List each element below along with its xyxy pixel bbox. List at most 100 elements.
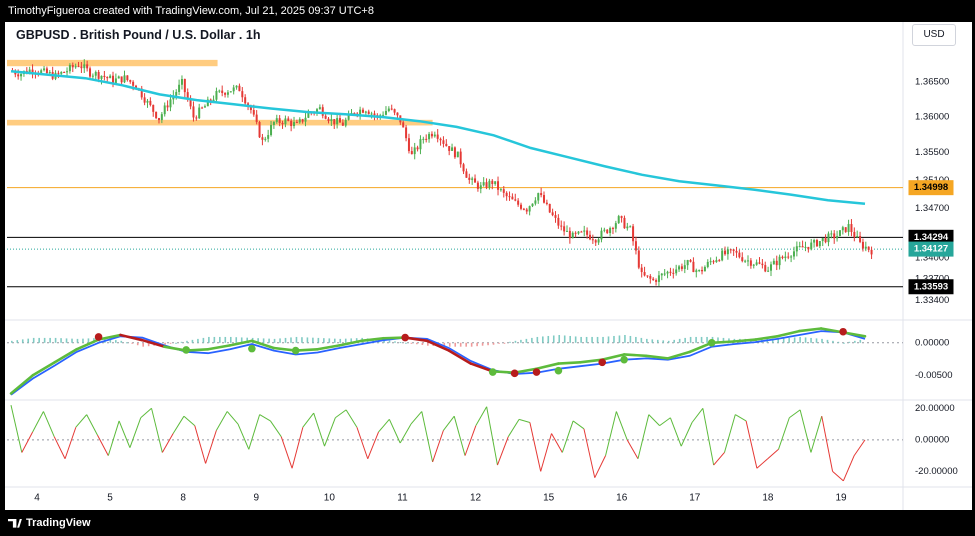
candle-body — [574, 232, 577, 234]
osc1-histogram-bar — [498, 342, 500, 344]
candle-body — [568, 230, 571, 239]
candle-body — [698, 269, 701, 271]
osc1-histogram-bar — [317, 337, 320, 343]
candle-body — [769, 264, 773, 271]
candle-body — [132, 81, 135, 86]
x-tick-label: 17 — [689, 493, 701, 504]
osc1-histogram-bar — [629, 335, 632, 343]
osc1-main-line-segment — [754, 334, 779, 341]
candle-body — [634, 241, 637, 251]
candle-body — [307, 112, 310, 118]
osc1-histogram-bar — [273, 338, 276, 343]
osc1-histogram-bar — [147, 342, 150, 347]
candle-body — [824, 238, 827, 243]
osc2-line-segment — [486, 406, 498, 466]
candle-body — [373, 113, 376, 116]
tradingview-logo[interactable]: TradingView — [8, 510, 91, 536]
osc1-histogram-bar — [695, 336, 697, 343]
candle-body — [807, 246, 810, 250]
osc1-histogram-bar — [229, 336, 232, 343]
candle-body — [548, 203, 551, 213]
osc2-line-segment — [778, 417, 790, 450]
price-label: 1.33593 — [914, 281, 948, 292]
candle-body — [732, 249, 735, 251]
x-tick-label: 4 — [34, 493, 40, 504]
candle-body — [838, 230, 841, 237]
candle-body — [761, 263, 764, 266]
candle-body — [430, 133, 433, 137]
candle-body — [186, 92, 189, 100]
candle-body — [847, 224, 850, 232]
osc1-histogram-bar — [635, 336, 637, 343]
osc2-line-segment — [64, 427, 77, 459]
osc1-histogram-bar — [372, 338, 374, 343]
candle-body — [600, 230, 603, 240]
osc1-histogram-bar — [678, 338, 681, 343]
osc1-histogram-bar — [788, 337, 790, 343]
osc1-histogram-bar — [136, 342, 139, 346]
candle-body — [790, 256, 793, 258]
chart-area[interactable]: 1.365001.360001.355001.351001.347001.340… — [5, 22, 972, 510]
candle-body — [456, 151, 459, 158]
osc2-line-segment — [713, 452, 725, 466]
osc2-line-segment — [280, 436, 293, 469]
candle-body — [525, 209, 528, 212]
candle-body — [844, 227, 847, 232]
osc1-histogram-bar — [662, 340, 665, 343]
candle-body — [229, 91, 232, 93]
osc1-histogram-bar — [536, 336, 539, 343]
candle-body — [781, 256, 784, 259]
osc2-line-segment — [496, 436, 509, 466]
osc2-line-segment — [680, 422, 693, 447]
currency-button[interactable]: USD — [912, 24, 956, 46]
candle-body — [459, 151, 462, 165]
osc1-main-line-segment — [469, 362, 495, 373]
candle-body — [433, 134, 436, 137]
chart-svg[interactable]: 1.365001.360001.355001.351001.347001.340… — [5, 22, 972, 510]
candle-body — [795, 246, 798, 252]
candle-body — [522, 208, 525, 210]
candle-body — [290, 120, 293, 127]
x-tick-label: 19 — [835, 493, 847, 504]
candle-body — [304, 117, 307, 122]
osc1-main-line-segment — [666, 350, 692, 360]
candle-body — [655, 280, 658, 282]
candle-body — [203, 106, 206, 108]
osc2-line-segment — [259, 414, 271, 422]
candle-body — [338, 118, 342, 123]
osc1-histogram-bar — [208, 336, 210, 343]
candle-body — [853, 231, 856, 238]
osc1-histogram-bar — [492, 342, 495, 345]
candle-body — [626, 226, 629, 229]
candle-body — [672, 272, 675, 274]
candle-body — [669, 271, 672, 273]
candle-body — [565, 230, 568, 232]
osc1-signal-dot — [488, 368, 497, 376]
x-tick-label: 8 — [180, 493, 186, 504]
osc1-tick-label: -0.00500 — [915, 370, 953, 381]
candle-body — [646, 275, 649, 277]
osc1-signal-dot — [707, 338, 716, 347]
x-tick-label: 12 — [470, 493, 482, 504]
candle-body — [192, 106, 195, 118]
tradingview-logo-icon — [8, 518, 22, 528]
candle-body — [801, 246, 804, 248]
osc1-main-line-segment — [557, 360, 582, 365]
candle-body — [416, 147, 419, 150]
osc1-histogram-bar — [125, 342, 128, 344]
candle-body — [45, 68, 48, 74]
osc2-line-segment — [626, 439, 639, 460]
candle-body — [321, 107, 324, 116]
osc1-histogram-bar — [859, 339, 862, 343]
osc1-histogram-bar — [793, 337, 796, 343]
candle-body — [183, 79, 186, 93]
candle-body — [741, 257, 744, 262]
x-tick-label: 9 — [253, 493, 259, 504]
osc2-line-segment — [335, 409, 347, 419]
candle-body — [103, 75, 106, 77]
candle-body — [370, 113, 373, 115]
candle-body — [502, 189, 505, 193]
osc1-histogram-bar — [213, 336, 216, 343]
osc2-tick-label: 0.00000 — [915, 434, 949, 445]
osc1-histogram-bar — [443, 342, 446, 347]
